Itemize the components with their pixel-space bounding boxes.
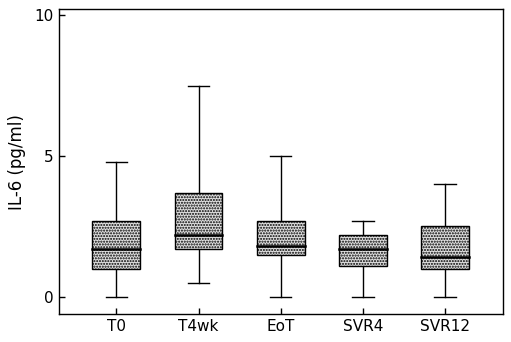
Bar bbox=[257, 221, 305, 255]
Bar bbox=[421, 226, 469, 269]
Bar bbox=[339, 235, 387, 266]
Bar bbox=[92, 221, 140, 269]
Y-axis label: IL-6 (pg/ml): IL-6 (pg/ml) bbox=[8, 114, 27, 210]
Bar bbox=[175, 193, 222, 249]
